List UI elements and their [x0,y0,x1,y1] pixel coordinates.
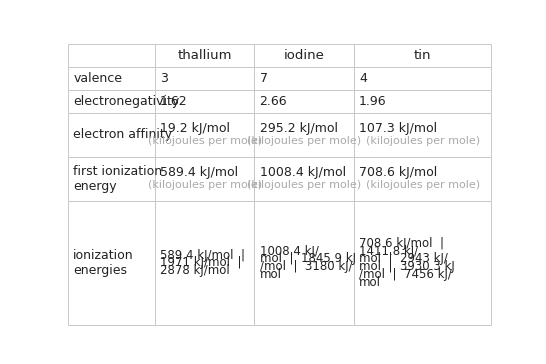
Text: 708.6 kJ/mol  |: 708.6 kJ/mol | [359,237,444,250]
Bar [155,157,254,201]
Bar [254,44,354,67]
Bar [354,90,491,112]
Text: 1971 kJ/mol  |: 1971 kJ/mol | [160,256,241,269]
Text: 589.4 kJ/mol  |: 589.4 kJ/mol | [160,249,245,261]
Bar [155,201,254,325]
Text: first ionization
energy: first ionization energy [73,165,163,193]
Text: 589.4 kJ/mol: 589.4 kJ/mol [160,166,238,179]
Text: 3: 3 [160,72,168,85]
Text: (kilojoules per mole): (kilojoules per mole) [366,180,480,190]
Text: 708.6 kJ/mol: 708.6 kJ/mol [359,166,437,179]
Text: 1.62: 1.62 [160,95,188,108]
Text: (kilojoules per mole): (kilojoules per mole) [247,136,361,146]
Bar [354,201,491,325]
Text: (kilojoules per mole): (kilojoules per mole) [147,180,262,190]
Bar [254,112,354,157]
Text: 2.66: 2.66 [259,95,287,108]
Bar [354,44,491,67]
Text: 2878 kJ/mol: 2878 kJ/mol [160,264,230,277]
Text: 19.2 kJ/mol: 19.2 kJ/mol [160,122,230,135]
Text: 1008.4 kJ/mol: 1008.4 kJ/mol [259,166,346,179]
Text: 295.2 kJ/mol: 295.2 kJ/mol [259,122,337,135]
Text: mol: mol [359,276,381,289]
Bar [155,112,254,157]
Text: 107.3 kJ/mol: 107.3 kJ/mol [359,122,437,135]
Bar [68,157,155,201]
Text: (kilojoules per mole): (kilojoules per mole) [247,180,361,190]
Text: ionization
energies: ionization energies [73,249,134,277]
Bar [68,44,155,67]
Bar [68,90,155,112]
Bar [155,67,254,90]
Bar [354,112,491,157]
Bar [155,90,254,112]
Text: mol  |  2943 kJ/: mol | 2943 kJ/ [359,253,448,265]
Text: tin: tin [414,49,431,62]
Text: /mol  |  3180 kJ/: /mol | 3180 kJ/ [259,260,352,273]
Text: 1411.8 kJ/: 1411.8 kJ/ [359,245,418,258]
Text: /mol  |  7456 kJ/: /mol | 7456 kJ/ [359,268,452,281]
Text: mol  |  3930.3 kJ: mol | 3930.3 kJ [359,260,455,273]
Text: thallium: thallium [177,49,232,62]
Bar [68,67,155,90]
Bar [254,201,354,325]
Text: (kilojoules per mole): (kilojoules per mole) [366,136,480,146]
Text: 4: 4 [359,72,367,85]
Bar [254,157,354,201]
Text: mol  |  1845.9 kJ: mol | 1845.9 kJ [259,253,355,265]
Bar [254,90,354,112]
Bar [354,157,491,201]
Bar [68,112,155,157]
Text: electronegativity: electronegativity [73,95,180,108]
Bar [254,67,354,90]
Text: 7: 7 [259,72,268,85]
Text: electron affinity: electron affinity [73,128,173,141]
Bar [155,44,254,67]
Bar [68,201,155,325]
Bar [354,67,491,90]
Text: valence: valence [73,72,122,85]
Text: (kilojoules per mole): (kilojoules per mole) [147,136,262,146]
Text: mol: mol [259,268,282,281]
Text: 1008.4 kJ/: 1008.4 kJ/ [259,245,318,258]
Text: iodine: iodine [284,49,324,62]
Text: 1.96: 1.96 [359,95,387,108]
